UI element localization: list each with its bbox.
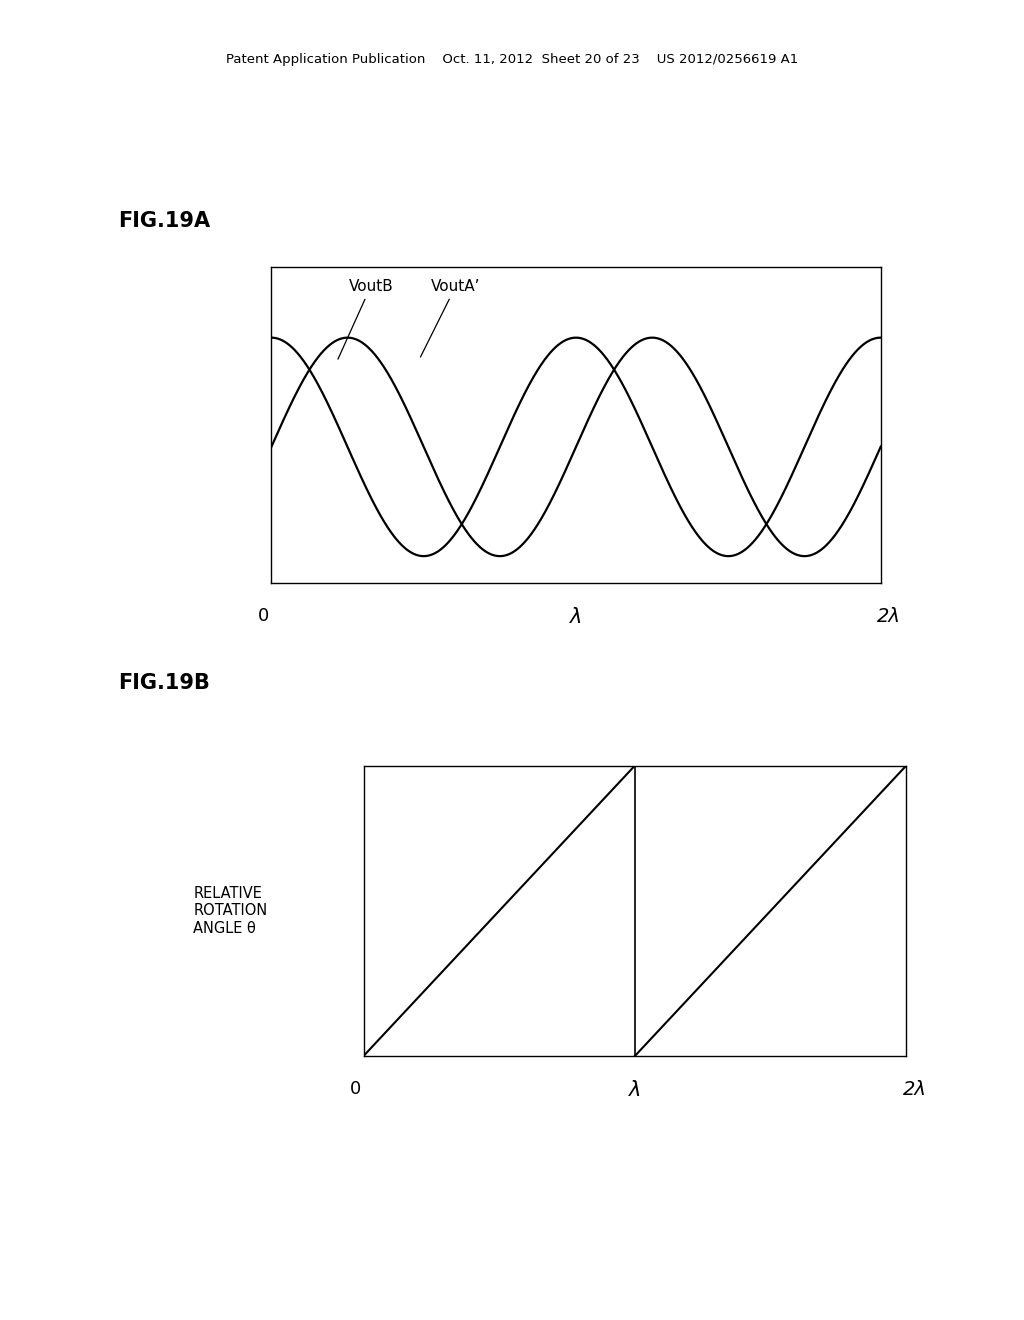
Text: Patent Application Publication    Oct. 11, 2012  Sheet 20 of 23    US 2012/02566: Patent Application Publication Oct. 11, … — [226, 53, 798, 66]
Text: FIG.19B: FIG.19B — [118, 673, 210, 693]
Text: 2λ: 2λ — [902, 1080, 927, 1098]
Text: λ: λ — [569, 607, 583, 627]
Text: RELATIVE
ROTATION
ANGLE θ: RELATIVE ROTATION ANGLE θ — [194, 886, 267, 936]
Text: 0: 0 — [350, 1080, 360, 1098]
Text: VoutB: VoutB — [338, 279, 393, 359]
Text: λ: λ — [629, 1080, 641, 1100]
Text: FIG.19A: FIG.19A — [118, 211, 210, 231]
Text: 2λ: 2λ — [877, 607, 901, 626]
Text: VoutA’: VoutA’ — [421, 279, 480, 356]
Text: 0: 0 — [258, 607, 268, 626]
